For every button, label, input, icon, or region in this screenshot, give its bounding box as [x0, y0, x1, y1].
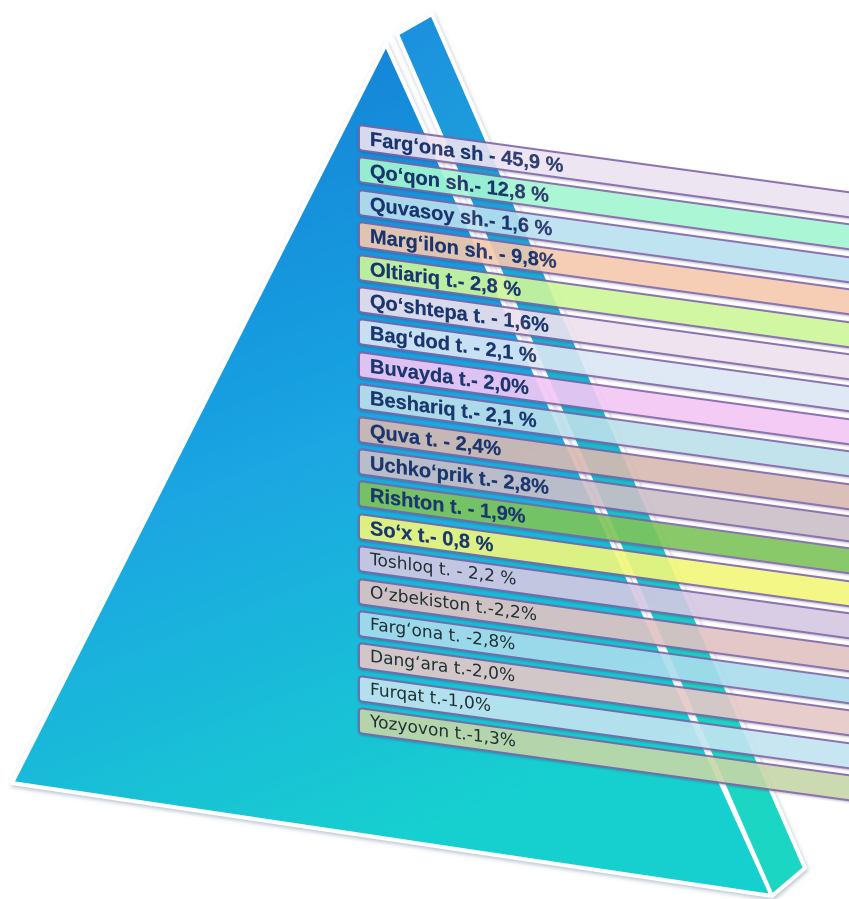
legend-stack: Farg‘ona sh - 45,9 % Qo‘qon sh.- 12,8 % Qu…: [358, 124, 849, 820]
